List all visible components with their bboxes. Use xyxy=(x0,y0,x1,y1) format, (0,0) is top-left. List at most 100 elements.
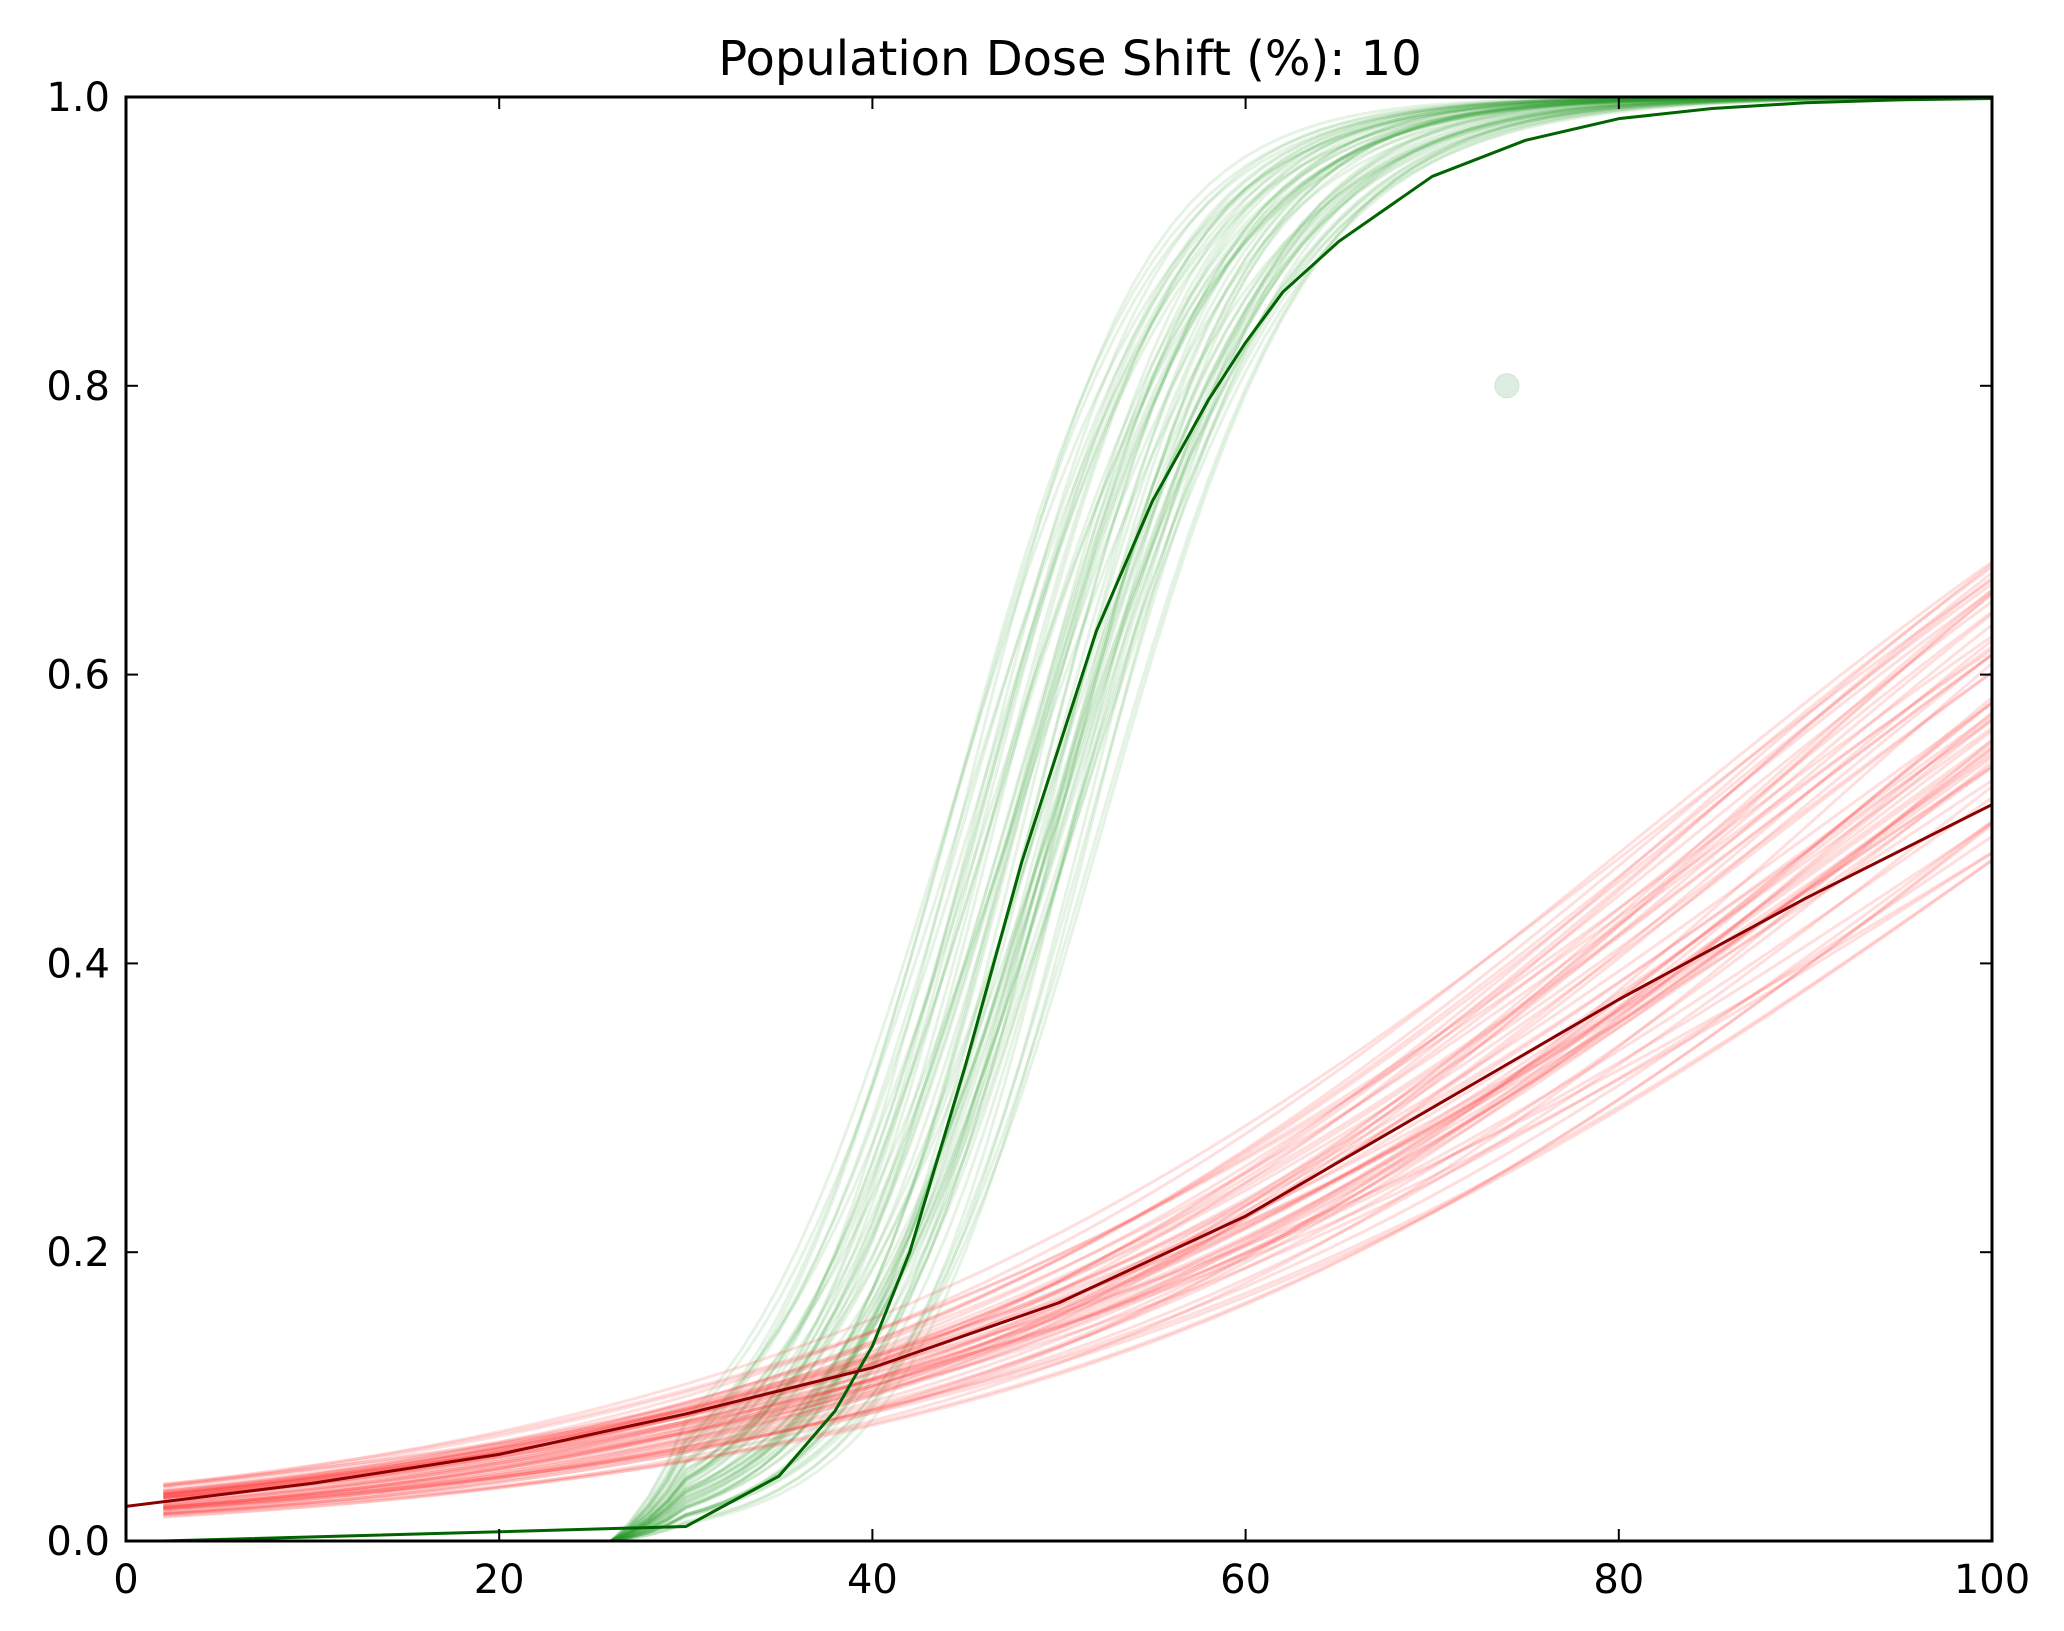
x-tick-label: 40 xyxy=(847,1557,898,1603)
green-band-curve xyxy=(163,97,1992,1541)
red-band-curve xyxy=(163,592,1992,1515)
green-band-curve xyxy=(163,97,1992,1541)
y-tick-label: 0.0 xyxy=(46,1519,110,1565)
green-main-curve xyxy=(163,97,1992,1541)
red-band-curve xyxy=(163,821,1992,1496)
red-band-curve xyxy=(163,713,1992,1497)
green-band-curve xyxy=(163,97,1992,1541)
green-band-curve xyxy=(163,97,1992,1541)
x-tick-label: 80 xyxy=(1593,1557,1644,1603)
red-band-curve xyxy=(163,750,1992,1504)
green-band-curve xyxy=(163,97,1992,1541)
red-band-curve xyxy=(163,756,1992,1500)
red-band-curve xyxy=(163,719,1992,1493)
red-band-curve xyxy=(163,819,1992,1510)
y-tick-label: 0.4 xyxy=(46,941,110,987)
red-band-curve xyxy=(163,711,1992,1515)
y-tick-label: 1.0 xyxy=(46,75,110,121)
green-band-curve xyxy=(163,97,1992,1541)
green-band-curve xyxy=(163,97,1992,1541)
red-band-curve xyxy=(163,623,1992,1509)
green-band-curve xyxy=(163,97,1992,1541)
red-band-curve xyxy=(163,653,1992,1509)
red-band-curve xyxy=(163,729,1992,1505)
green-band-curve xyxy=(163,97,1992,1541)
red-band-curve xyxy=(163,582,1992,1497)
red-band-curve xyxy=(163,653,1992,1496)
red-band-curve xyxy=(163,571,1992,1510)
green-band-curve xyxy=(163,97,1992,1541)
red-band-curve xyxy=(163,592,1992,1517)
green-band-curve xyxy=(163,97,1992,1541)
green-band-curve xyxy=(163,97,1992,1541)
green-band-curve xyxy=(163,97,1992,1541)
red-band-curve xyxy=(163,742,1992,1499)
red-band-curve xyxy=(163,715,1992,1503)
axis-ticks: 0 20 40 60 80 100 0.0 0.2 0.4 0.6 0.8 1.0 xyxy=(46,75,2030,1603)
red-band-curve xyxy=(163,696,1992,1516)
red-band-curve xyxy=(163,653,1992,1497)
data-marker xyxy=(1494,373,1520,399)
red-band-curve xyxy=(163,851,1992,1486)
red-band-curve xyxy=(163,821,1992,1517)
green-band-curve xyxy=(163,97,1992,1541)
green-band-curve xyxy=(163,97,1992,1541)
red-band-curve xyxy=(163,835,1992,1500)
green-band-curve xyxy=(163,97,1992,1541)
green-band-curve xyxy=(163,97,1992,1541)
green-band-curve xyxy=(163,97,1992,1541)
green-band-curve xyxy=(163,97,1992,1541)
red-band-curve xyxy=(163,700,1992,1511)
red-band-curve xyxy=(163,639,1992,1511)
green-band-curve xyxy=(163,97,1992,1541)
red-band-curve xyxy=(163,753,1992,1496)
red-band-curve xyxy=(163,645,1992,1493)
markers xyxy=(1494,373,1520,399)
red-band-curve xyxy=(163,648,1992,1486)
green-band-curve xyxy=(163,97,1992,1541)
green-band-curve xyxy=(163,97,1992,1541)
red-band-curve xyxy=(163,610,1992,1502)
red-band-curve xyxy=(163,562,1992,1508)
curve-bands xyxy=(163,97,1992,1541)
green-band-curve xyxy=(163,97,1992,1541)
y-tick-label: 0.6 xyxy=(46,653,110,699)
green-band-curve xyxy=(163,97,1992,1541)
red-band-curve xyxy=(163,766,1992,1499)
red-band-curve xyxy=(163,859,1992,1509)
red-band-curve xyxy=(163,779,1992,1489)
red-band-curve xyxy=(163,588,1992,1514)
green-band-curve xyxy=(163,97,1992,1541)
y-tick-label: 0.8 xyxy=(46,364,110,410)
green-band-curve xyxy=(163,97,1992,1541)
x-tick-label: 0 xyxy=(113,1557,138,1603)
x-tick-label: 60 xyxy=(1220,1557,1271,1603)
red-band-curve xyxy=(163,565,1992,1500)
red-band-curve xyxy=(163,589,1992,1497)
green-band-curve xyxy=(163,97,1992,1541)
red-band-curve xyxy=(163,560,1992,1495)
red-main-curve xyxy=(126,803,1992,1508)
green-band-curve xyxy=(163,97,1992,1541)
red-band-curve xyxy=(163,635,1992,1488)
red-band-curve xyxy=(163,765,1992,1488)
red-band-curve xyxy=(163,662,1992,1519)
red-band-curve xyxy=(163,858,1992,1508)
red-band-curve xyxy=(163,578,1992,1488)
green-band-curve xyxy=(163,97,1992,1541)
red-band-curve xyxy=(163,796,1992,1500)
red-band-curve xyxy=(163,701,1992,1495)
green-band-curve xyxy=(163,97,1992,1541)
red-band-curve xyxy=(163,702,1992,1510)
red-band-curve xyxy=(163,738,1992,1518)
green-band-curve xyxy=(163,97,1992,1541)
green-band-curve xyxy=(163,97,1992,1541)
red-band-curve xyxy=(163,600,1992,1499)
chart-title: Population Dose Shift (%): 10 xyxy=(718,31,1422,87)
red-band-curve xyxy=(163,746,1992,1508)
plot-frame xyxy=(124,95,1994,1543)
red-band-curve xyxy=(163,760,1992,1511)
green-band-curve xyxy=(163,97,1992,1541)
